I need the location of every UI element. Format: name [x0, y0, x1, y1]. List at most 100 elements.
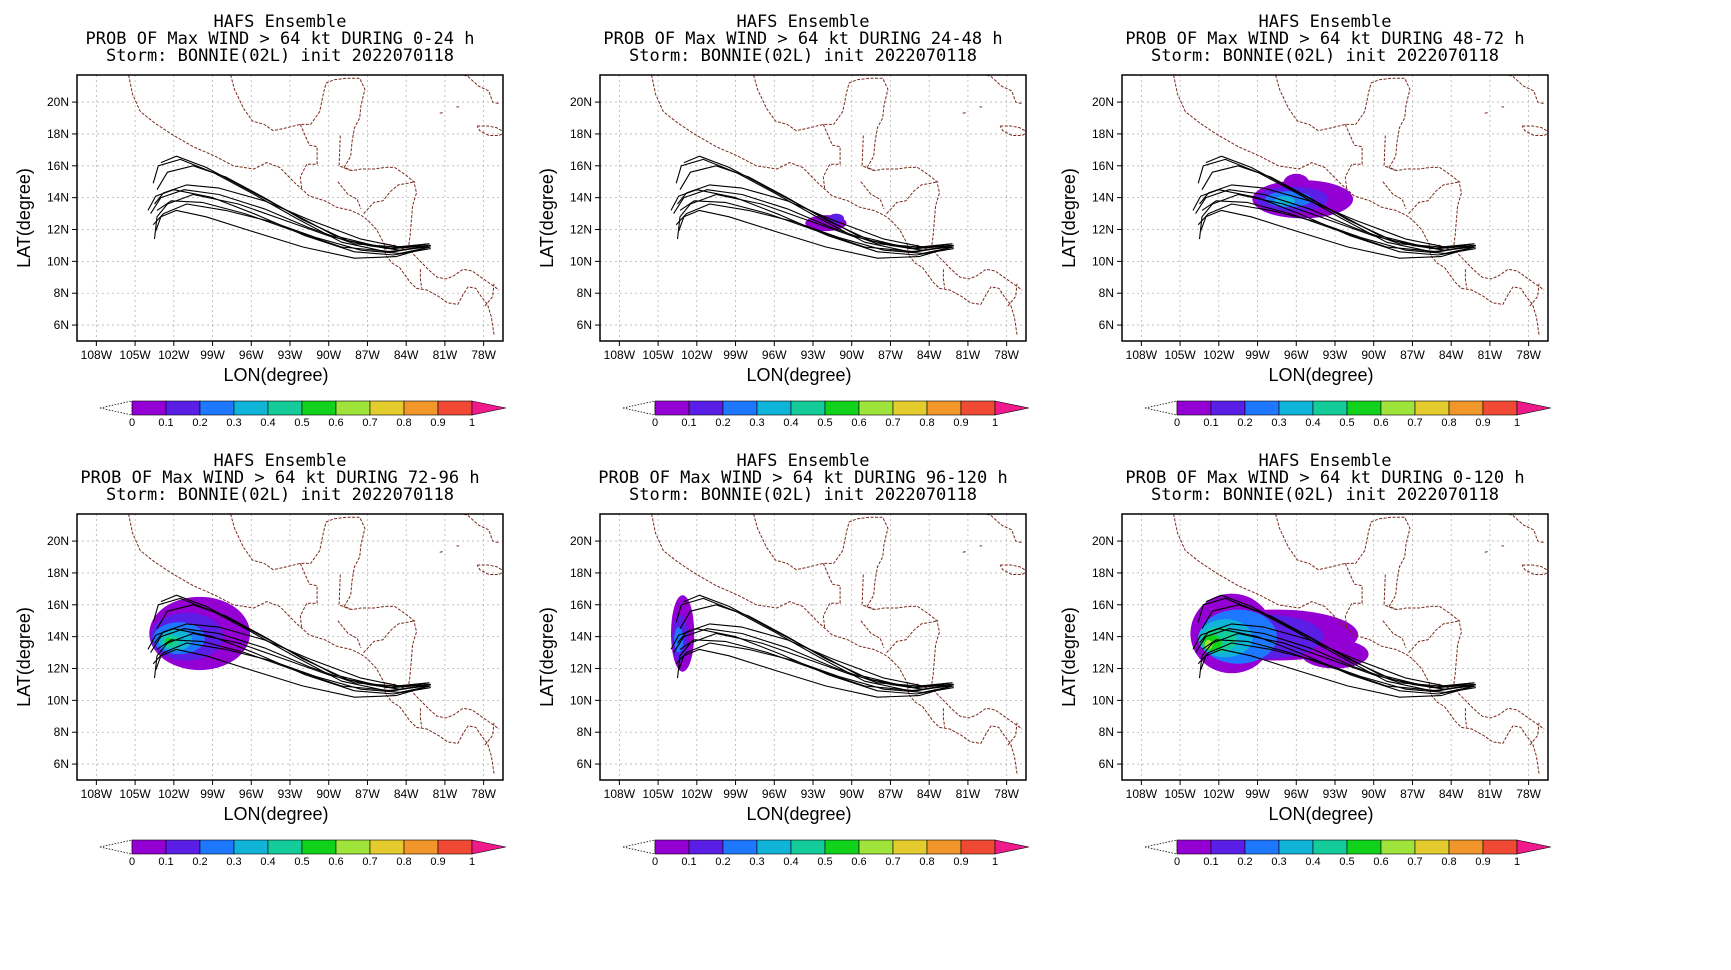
lat-tick-label: 6N: [1099, 318, 1114, 332]
colorbar-label: 1: [992, 856, 998, 868]
lon-tick-label: 78W: [471, 348, 496, 362]
colorbar-label: 0.7: [1407, 417, 1422, 429]
colorbar-box: [858, 839, 894, 855]
lon-tick-label: 84W: [394, 787, 419, 801]
coastline: [1007, 283, 1018, 307]
colorbar-label: 0.3: [226, 856, 241, 868]
lon-tick-label: 99W: [200, 348, 225, 362]
coastline: [916, 75, 1023, 105]
colorbar-label: 1: [469, 856, 475, 868]
colorbar-over-triangle: [471, 400, 507, 416]
lat-tick-label: 12N: [1092, 223, 1114, 237]
coastline: [338, 574, 351, 611]
ensemble-track: [147, 189, 431, 256]
coastline: [338, 135, 351, 172]
coastline: [484, 722, 495, 746]
colorbar-box: [926, 839, 962, 855]
y-axis-label: LAT(degree): [1059, 168, 1079, 268]
coastline: [942, 269, 946, 289]
lon-tick-label: 108W: [604, 348, 636, 362]
lon-tick-label: 105W: [1164, 787, 1196, 801]
lon-tick-label: 78W: [471, 787, 496, 801]
ensemble-track: [150, 628, 430, 687]
ensemble-track: [677, 623, 954, 687]
coastline: [476, 125, 503, 136]
colorbar-under-triangle: [99, 839, 133, 855]
lat-tick-label: 12N: [47, 662, 69, 676]
lat-tick-label: 8N: [577, 286, 592, 300]
ensemble-track: [153, 193, 431, 251]
lon-tick-label: 81W: [433, 348, 458, 362]
lat-tick-label: 6N: [54, 757, 69, 771]
lat-tick-label: 6N: [577, 318, 592, 332]
colorbar-box: [688, 400, 724, 416]
colorbar-box: [1414, 400, 1450, 416]
ensemble-track: [154, 623, 431, 687]
lat-tick-label: 14N: [1092, 630, 1114, 644]
lat-tick-label: 14N: [1092, 191, 1114, 205]
colorbar-label: 0.9: [953, 856, 968, 868]
lon-tick-label: 78W: [994, 787, 1019, 801]
coastline: [962, 550, 967, 553]
colorbar-box: [131, 839, 167, 855]
colorbar-over-triangle: [1516, 400, 1552, 416]
lat-tick-label: 8N: [1099, 286, 1114, 300]
ensemble-track: [155, 209, 430, 259]
colorbar-label: 0.8: [919, 417, 934, 429]
ensemble-track: [678, 648, 953, 698]
colorbar-box: [1210, 839, 1246, 855]
lon-tick-label: 105W: [119, 787, 151, 801]
y-axis-label: LAT(degree): [537, 607, 557, 707]
colorbar-label: 1: [469, 417, 475, 429]
colorbar-box: [960, 400, 996, 416]
ensemble-track: [1200, 209, 1475, 259]
lat-tick-label: 18N: [47, 127, 69, 141]
coastline: [419, 269, 423, 289]
colorbar-box: [301, 400, 337, 416]
lon-tick-label: 93W: [1323, 787, 1348, 801]
ensemble-track: [679, 639, 954, 692]
colorbar-label: 0.8: [396, 856, 411, 868]
colorbar-box: [369, 400, 405, 416]
lon-tick-label: 108W: [604, 787, 636, 801]
lon-tick-label: 84W: [917, 787, 942, 801]
lat-tick-label: 12N: [47, 223, 69, 237]
colorbar-over-triangle: [471, 839, 507, 855]
lat-tick-label: 10N: [570, 254, 592, 268]
coastline: [942, 708, 946, 728]
lat-tick-label: 16N: [47, 159, 69, 173]
coastline: [886, 181, 939, 214]
lon-tick-label: 102W: [681, 348, 713, 362]
colorbar-label: 0.4: [260, 417, 275, 429]
colorbar-box: [233, 839, 269, 855]
ensemble-track: [1200, 648, 1475, 698]
colorbar-box: [722, 400, 758, 416]
colorbar-box: [790, 400, 826, 416]
colorbar-box: [369, 839, 405, 855]
coastline: [1275, 514, 1545, 730]
coastline: [1382, 620, 1407, 648]
colorbar-box: [1312, 839, 1348, 855]
colorbar-over-triangle: [994, 839, 1030, 855]
colorbar-label: 0: [129, 417, 135, 429]
panel-title-line1: HAFS Ensemble: [1258, 12, 1391, 32]
ensemble-track: [1197, 597, 1474, 692]
colorbar-label: 0.7: [1407, 856, 1422, 868]
map-plot-area: [600, 75, 1026, 341]
colorbar-box: [165, 400, 201, 416]
coastline: [822, 563, 841, 628]
lon-tick-label: 96W: [1284, 348, 1309, 362]
lat-tick-label: 16N: [1092, 598, 1114, 612]
coastline: [1275, 75, 1545, 291]
ensemble-track: [683, 155, 953, 250]
y-axis-label: LAT(degree): [1059, 607, 1079, 707]
colorbar-box: [654, 839, 690, 855]
lat-tick-label: 20N: [1092, 95, 1114, 109]
lon-tick-label: 102W: [1203, 787, 1235, 801]
coastline: [1529, 722, 1540, 746]
lon-tick-label: 87W: [355, 348, 380, 362]
colorbar-box: [437, 400, 473, 416]
lon-tick-label: 90W: [316, 787, 341, 801]
colorbar-label: 0.7: [885, 856, 900, 868]
